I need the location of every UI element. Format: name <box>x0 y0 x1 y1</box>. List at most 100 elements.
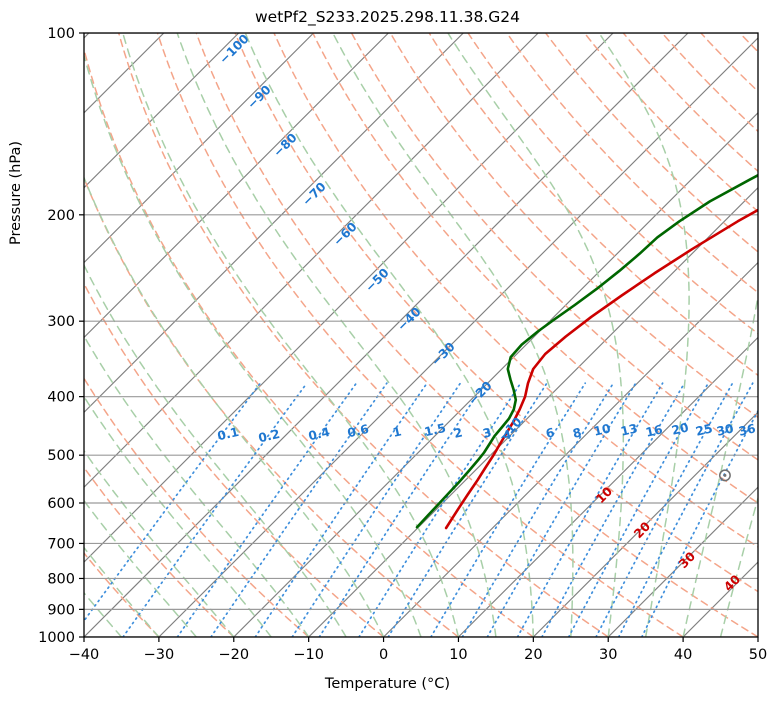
x-tick-label: −30 <box>144 647 175 663</box>
isotherm-line <box>84 33 464 414</box>
isotherm-line <box>308 186 758 637</box>
mixing-ratio-line <box>486 382 637 637</box>
mixing-ratio-line <box>176 382 358 637</box>
isotherm-line <box>84 33 315 264</box>
mixing-ratio-label: 1 <box>391 424 402 440</box>
y-tick-label: 700 <box>47 536 75 552</box>
y-tick-label: 1000 <box>38 630 75 646</box>
moist-adiabat-line <box>332 33 574 637</box>
dry-adiabat-line <box>84 466 235 637</box>
moist-adiabat-line <box>84 499 198 637</box>
moist-adiabat-line <box>447 33 625 637</box>
lcl-circle[interactable] <box>718 469 731 482</box>
x-tick-label: 0 <box>379 647 388 663</box>
isotherm-line <box>233 111 758 637</box>
dry-adiabat-line <box>350 33 758 461</box>
x-tick-label: −40 <box>69 647 100 663</box>
mixing-ratio-label: 30 <box>715 421 735 438</box>
isotherm-line <box>84 33 240 189</box>
moist-adiabat-line <box>84 334 310 637</box>
x-tick-label: 30 <box>599 647 617 663</box>
isotherm-line <box>532 411 758 637</box>
mixing-ratio-line <box>254 382 428 637</box>
mixing-ratio-line <box>640 409 758 637</box>
y-tick-label: 300 <box>47 314 75 330</box>
dry-adiabat-line <box>84 176 460 637</box>
moist-adiabat-line <box>757 634 758 637</box>
mixing-ratio-line <box>516 382 664 637</box>
moist-adiabat-line <box>84 449 235 637</box>
lcl-dot <box>723 473 727 477</box>
dry-adiabat-line <box>84 46 535 637</box>
mixing-ratio-label: 0.2 <box>257 427 281 445</box>
moist-adiabat-line <box>122 33 460 637</box>
isotherm-line <box>457 336 758 637</box>
lcl-marker[interactable] <box>718 469 731 482</box>
dry-adiabat-line <box>156 33 684 637</box>
dry-adiabat-line <box>389 33 758 419</box>
dry-adiabat-line <box>234 33 758 593</box>
y-tick-label: 100 <box>47 26 75 42</box>
y-tick-label: 500 <box>47 448 75 464</box>
dry-adiabat-line <box>195 33 758 637</box>
mixing-ratio-label: 0.1 <box>216 425 240 443</box>
mixing-ratio-label: 36 <box>737 421 757 438</box>
mixing-ratio-label: 8 <box>571 425 582 441</box>
moist-adiabat-line <box>682 292 758 637</box>
isotherm-line <box>84 33 90 39</box>
mixing-ratio-line <box>122 382 308 637</box>
mixing-ratio-label: 0.6 <box>346 422 370 440</box>
x-axis-label: Temperature (°C) <box>324 676 451 692</box>
x-tick-label: −10 <box>293 647 324 663</box>
mixing-ratio-line <box>461 382 615 637</box>
dry-adiabat-line <box>312 33 758 504</box>
isotherm-line <box>158 37 758 637</box>
moist-adiabat-line <box>84 52 422 637</box>
mixing-ratio-label: 3 <box>481 425 492 441</box>
mixing-ratio-label: 16 <box>644 422 664 439</box>
mixing-ratio-label: 13 <box>619 421 639 438</box>
mixing-ratio-line <box>84 382 262 623</box>
mixing-ratio-line <box>541 382 686 637</box>
dewpoint-profile <box>415 173 758 529</box>
mixing-ratio-line <box>291 382 462 637</box>
dry-adiabat-line <box>273 33 758 548</box>
x-tick-label: −20 <box>218 647 249 663</box>
isotherm-line <box>84 33 539 489</box>
mixing-ratio-label: 1.5 <box>423 421 447 439</box>
y-tick-label: 600 <box>47 496 75 512</box>
mixing-ratio-line <box>387 382 548 637</box>
isotherm-line <box>757 636 758 637</box>
mixing-ratio-line <box>358 382 522 637</box>
isotherm-line <box>607 486 758 637</box>
mixing-ratio-line <box>430 382 587 637</box>
moist-adiabat-line <box>244 33 535 637</box>
mixing-ratio-line <box>567 382 710 637</box>
mixing-ratio-label: 4 <box>501 427 512 443</box>
dry-adiabat-line <box>0 33 9 637</box>
mixing-ratio-label: 6 <box>544 425 555 441</box>
moist-adiabat-line <box>598 33 690 637</box>
dry-adiabat-line <box>467 33 758 335</box>
y-tick-label: 900 <box>47 602 75 618</box>
dry-adiabat-line <box>84 377 310 637</box>
x-tick-label: 40 <box>674 647 692 663</box>
plot-background <box>84 33 758 637</box>
dry-adiabat-line <box>583 33 758 213</box>
mixing-ratio-label: 20 <box>670 420 690 437</box>
moist-adiabat-line <box>84 395 272 637</box>
isotherm-line <box>383 261 758 637</box>
temperature-profile <box>444 208 758 530</box>
mixing-ratio-label: 0.4 <box>307 425 331 443</box>
y-tick-label: 400 <box>47 390 75 406</box>
x-tick-label: 10 <box>449 647 467 663</box>
mixing-ratio-line <box>318 382 486 637</box>
mixing-ratio-line <box>617 382 754 637</box>
x-tick-label: 50 <box>749 647 767 663</box>
mixing-ratio-label: 2 <box>452 425 463 441</box>
background-thermo-lines <box>0 33 758 637</box>
mixing-ratio-label: 10 <box>592 421 612 438</box>
dry-adiabat-line <box>506 33 758 294</box>
